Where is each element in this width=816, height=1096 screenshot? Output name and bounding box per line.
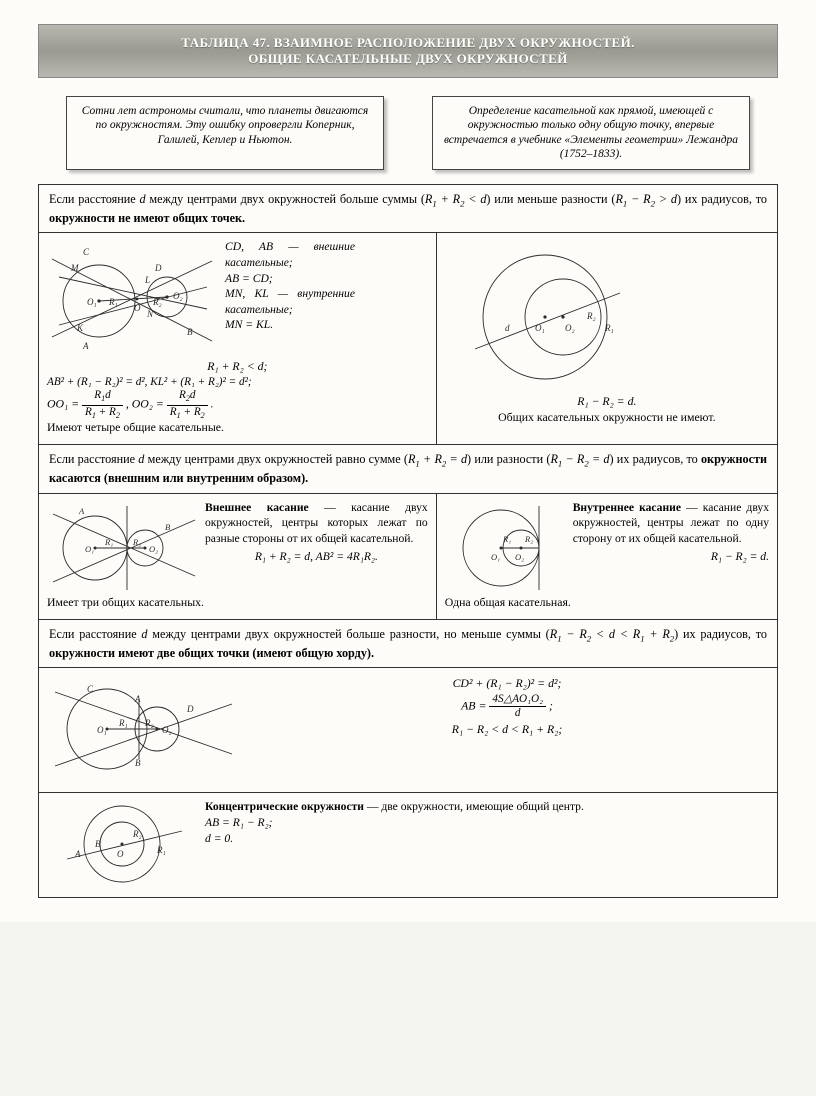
svg-text:R₁: R₁: [502, 534, 511, 544]
s3-eq3: R₁ − R₂ < d < R₁ + R₂;: [245, 722, 769, 738]
svg-text:R₂: R₂: [144, 718, 154, 728]
s2-rbot: Одна общая касательная.: [445, 595, 769, 611]
svg-text:R₂: R₂: [132, 829, 142, 839]
diagram-internal-tangent: O₁ O₂ R₁ R₂: [445, 500, 565, 595]
s2-rt: Внутреннее касание: [573, 501, 681, 514]
diagram-circle-inside: O₁ O₂ d R₂ R₁: [445, 239, 645, 394]
sect2-body: O₁O₂ R₁R₂ AB Внешнее касание — касание д…: [39, 494, 777, 620]
svg-text:R₁: R₁: [108, 297, 118, 307]
svg-text:O₂: O₂: [515, 552, 524, 562]
svg-text:O: O: [117, 849, 124, 859]
sect1-head: Если расстояние d между центрами двух ок…: [39, 185, 777, 234]
svg-text:D: D: [186, 704, 194, 714]
svg-text:M: M: [70, 263, 79, 273]
s1-right-txt: Общих касательных окружности не имеют.: [445, 410, 769, 426]
svg-text:R₁: R₁: [104, 537, 113, 547]
svg-text:A: A: [74, 849, 81, 859]
svg-text:O₁: O₁: [85, 544, 94, 554]
diagram-two-circles-apart: C D M L O₁ O₂ R₁ R₂ K N A B O: [47, 239, 217, 359]
s1-eq2: AB² + (R₁ − R₂)² = d², KL² + (R₁ + R₂)² …: [47, 375, 428, 390]
svg-text:D: D: [154, 263, 162, 273]
s2-lbot: Имеет три общих касательных.: [47, 595, 428, 611]
svg-text:B: B: [95, 839, 101, 849]
svg-text:A: A: [134, 694, 141, 704]
svg-text:R₂: R₂: [586, 311, 596, 321]
notes-row: Сотни лет астрономы считали, что планеты…: [66, 96, 750, 170]
svg-text:R₁: R₁: [156, 845, 166, 855]
svg-text:B: B: [187, 327, 193, 337]
svg-text:B: B: [165, 522, 170, 532]
svg-text:B: B: [135, 758, 141, 768]
svg-text:N: N: [146, 309, 154, 319]
s3-eq2: AB = 4S△AO₁O₂d ;: [245, 694, 769, 719]
svg-text:R₁: R₁: [604, 323, 614, 333]
svg-text:O₁: O₁: [535, 323, 545, 333]
svg-text:R₂: R₂: [524, 534, 533, 544]
svg-text:O₁: O₁: [491, 552, 500, 562]
svg-text:R₁: R₁: [118, 718, 128, 728]
svg-text:O₁: O₁: [87, 297, 97, 307]
page-title: ТАБЛИЦА 47. ВЗАИМНОЕ РАСПОЛОЖЕНИЕ ДВУХ О…: [38, 24, 778, 78]
svg-text:d: d: [505, 323, 510, 333]
s2-lt: Внешнее касание: [205, 501, 309, 514]
svg-text:A: A: [78, 506, 85, 516]
diagram-intersecting: O₁ O₂ R₁ R₂ A B C D: [47, 674, 237, 784]
svg-text:C: C: [83, 247, 90, 257]
s2-re: R₁ − R₂ = d.: [573, 549, 769, 565]
svg-text:O₂: O₂: [173, 291, 183, 301]
svg-text:O₂: O₂: [565, 323, 575, 333]
sect2-head: Если расстояние d между центрами двух ок…: [39, 445, 777, 494]
title-line1: ТАБЛИЦА 47. ВЗАИМНОЕ РАСПОЛОЖЕНИЕ ДВУХ О…: [45, 35, 771, 51]
s3-eq1: CD² + (R₁ − R₂)² = d²;: [245, 676, 769, 692]
svg-text:K: K: [76, 323, 84, 333]
s4-eq2: d = 0.: [205, 831, 769, 847]
sect3-head: Если расстояние d между центрами двух ок…: [39, 620, 777, 669]
sect1-body: C D M L O₁ O₂ R₁ R₂ K N A B O CD, AB — внешние…: [39, 233, 777, 445]
s4-eq1: AB = R₁ − R₂;: [205, 815, 769, 831]
s1-eq1: R₁ + R₂ < d;: [47, 359, 428, 375]
s1-t1: CD, AB — внешние касательные;: [225, 239, 355, 270]
svg-text:A: A: [82, 341, 89, 351]
s1-right-eq: R₁ − R₂ = d.: [445, 394, 769, 410]
s1-eq3: OO₁ = R1dR1 + R2 , OO₂ = R2dR1 + R2 .: [47, 390, 428, 420]
main-table: Если расстояние d между центрами двух ок…: [38, 184, 778, 899]
s1-t4: MN = KL.: [225, 317, 355, 333]
svg-text:O₂: O₂: [149, 544, 158, 554]
s2-le: R₁ + R₂ = d, AB² = 4R₁R₂.: [205, 549, 428, 565]
title-line2: ОБЩИЕ КАСАТЕЛЬНЫЕ ДВУХ ОКРУЖНОСТЕЙ: [45, 51, 771, 67]
svg-text:R₂: R₂: [152, 297, 162, 307]
diagram-external-tangent: O₁ O₂ R₁ R₂ A B: [47, 500, 197, 595]
s4-body: — две окружности, имеющие общий центр.: [364, 800, 584, 813]
note-left: Сотни лет астрономы считали, что планеты…: [66, 96, 384, 170]
svg-text:R₂: R₂: [132, 537, 141, 547]
sect4: O A B R₂ R₁ Концентрические окружности — д…: [39, 793, 777, 897]
svg-text:O: O: [134, 303, 141, 313]
svg-text:O₂: O₂: [162, 725, 172, 735]
svg-text:O₁: O₁: [97, 725, 107, 735]
s4-title: Концентрические окружности: [205, 800, 364, 813]
s1-bottom-left: Имеют четыре общие касательные.: [47, 420, 428, 436]
svg-text:L: L: [144, 275, 150, 285]
s1-t2: AB = CD;: [225, 271, 355, 287]
sect3-body: O₁ O₂ R₁ R₂ A B C D CD² + (R₁ − R₂)² = d²; A…: [39, 668, 777, 793]
s1-t3: MN, KL — внутренние касательные;: [225, 286, 355, 317]
diagram-concentric: O A B R₂ R₁: [47, 799, 197, 889]
svg-text:C: C: [87, 684, 94, 694]
note-right: Определение касательной как прямой, имею…: [432, 96, 750, 170]
